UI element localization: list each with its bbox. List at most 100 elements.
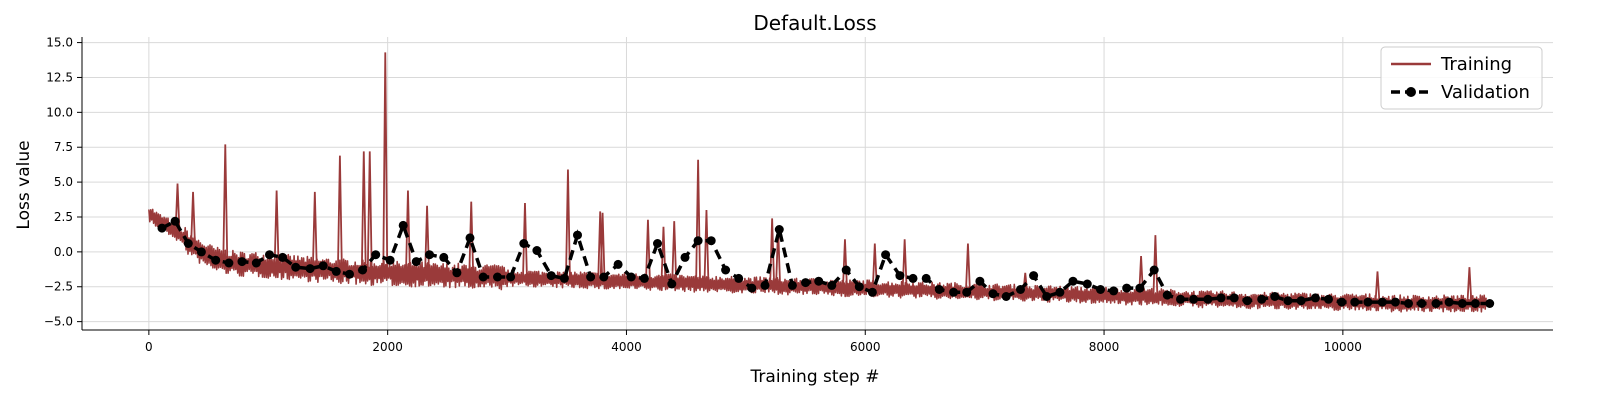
validation-point: [586, 272, 596, 282]
validation-point: [1444, 297, 1454, 307]
training-spike: [565, 169, 571, 280]
validation-point: [291, 262, 301, 272]
validation-point: [962, 287, 972, 297]
validation-point: [1229, 293, 1239, 303]
training-spike: [645, 219, 651, 283]
validation-point: [680, 252, 690, 262]
y-tick-label: 7.5: [54, 140, 73, 154]
training-spike: [366, 151, 373, 273]
training-spike: [382, 52, 389, 273]
x-axis-label: Training step #: [750, 367, 880, 387]
validation-point: [949, 287, 959, 297]
legend-validation-marker: [1406, 87, 1416, 97]
validation-point: [224, 258, 234, 268]
validation-point: [532, 246, 542, 255]
validation-point: [1242, 296, 1252, 306]
validation-point: [1162, 290, 1172, 300]
validation-point: [1176, 294, 1185, 304]
validation-point: [693, 236, 703, 246]
y-tick-label: 5.0: [54, 175, 73, 189]
validation-point: [599, 272, 609, 282]
validation-point: [908, 273, 918, 283]
training-spike: [871, 243, 878, 289]
plot-area: [148, 52, 1495, 313]
validation-point: [721, 265, 731, 275]
validation-point: [237, 257, 247, 267]
training-spike: [337, 155, 343, 272]
validation-point: [385, 255, 395, 265]
validation-point: [251, 258, 261, 268]
validation-point: [358, 265, 368, 275]
validation-point: [1337, 297, 1347, 307]
validation-point: [425, 250, 434, 260]
validation-point: [653, 239, 662, 248]
validation-point: [1390, 297, 1400, 307]
validation-point: [841, 265, 851, 275]
x-tick-label: 8000: [1089, 340, 1120, 354]
validation-point: [452, 268, 462, 278]
validation-point: [1068, 276, 1078, 286]
validation-point: [667, 279, 677, 289]
validation-point: [183, 239, 193, 248]
training-spike: [468, 201, 475, 278]
validation-point: [170, 216, 180, 226]
validation-point: [760, 280, 770, 290]
validation-point: [1485, 299, 1495, 308]
validation-point: [801, 278, 811, 288]
validation-point: [519, 239, 529, 248]
validation-point: [546, 271, 556, 281]
validation-point: [934, 285, 944, 294]
training-spike: [703, 209, 710, 284]
validation-point: [318, 261, 328, 271]
validation-point: [867, 287, 877, 297]
validation-point: [398, 220, 408, 230]
validation-point: [613, 259, 623, 269]
y-tick-label: 2.5: [54, 210, 73, 224]
validation-point: [747, 283, 757, 293]
training-spike: [174, 183, 181, 233]
validation-point: [506, 272, 516, 282]
validation-point: [854, 282, 864, 292]
y-tick-label: 15.0: [46, 36, 73, 50]
legend-validation-label: Validation: [1441, 82, 1530, 103]
training-spike: [1152, 235, 1159, 297]
validation-point: [1257, 294, 1267, 304]
y-axis-label: Loss value: [14, 140, 34, 229]
validation-point: [827, 280, 837, 290]
validation-point: [1431, 299, 1441, 308]
validation-point: [559, 273, 569, 283]
validation-point: [1082, 279, 1092, 289]
validation-point: [1122, 283, 1132, 293]
validation-point: [988, 289, 998, 299]
validation-point: [1189, 294, 1199, 304]
validation-point: [639, 273, 649, 283]
validation-point: [211, 255, 221, 265]
validation-point: [814, 276, 824, 286]
validation-point: [478, 272, 488, 282]
validation-point: [1096, 285, 1105, 294]
validation-point: [1029, 271, 1039, 281]
training-spike: [1466, 267, 1473, 304]
validation-point: [411, 257, 421, 267]
training-spike: [311, 191, 318, 270]
validation-point: [1377, 297, 1387, 307]
validation-point: [465, 233, 475, 243]
training-spike: [597, 211, 604, 282]
validation-point: [1016, 285, 1025, 294]
x-tick-label: 4000: [611, 340, 642, 354]
validation-point: [626, 272, 636, 282]
x-tick-label: 2000: [372, 340, 403, 354]
validation-point: [1149, 265, 1159, 275]
validation-point: [1283, 296, 1293, 306]
grid-lines: [82, 37, 1553, 330]
validation-point: [1055, 287, 1065, 297]
validation-point: [1042, 292, 1052, 301]
validation-point: [331, 266, 341, 276]
y-tick-label: 10.0: [46, 105, 73, 119]
legend-training-label: Training: [1440, 54, 1512, 75]
training-spike: [273, 190, 280, 267]
validation-point: [1310, 293, 1320, 303]
axes: [81, 37, 1553, 331]
validation-point: [157, 223, 167, 233]
